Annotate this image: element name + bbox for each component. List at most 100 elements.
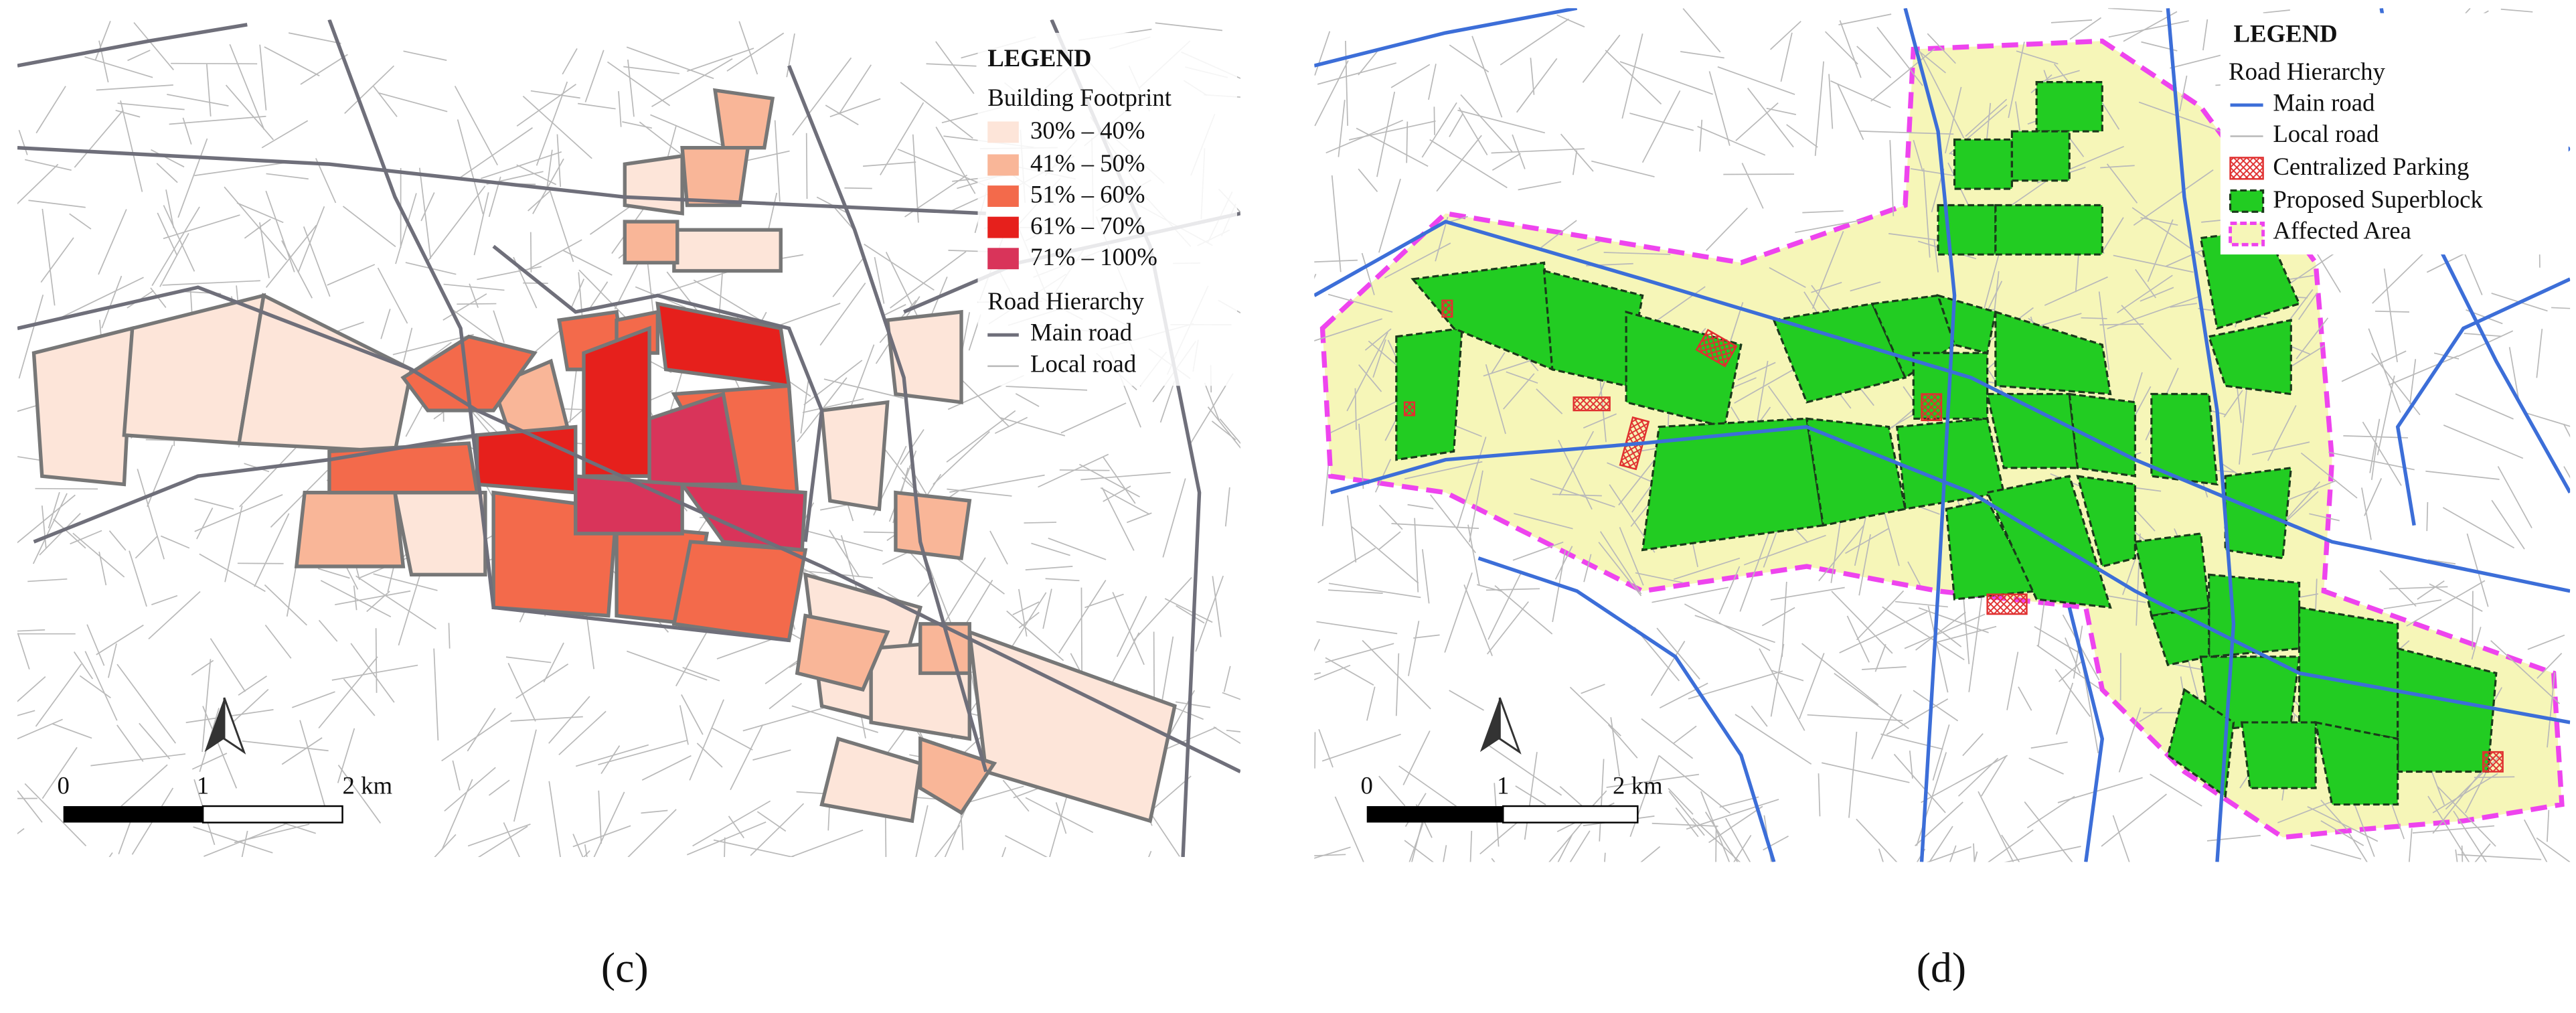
block — [819, 736, 922, 824]
local-road — [823, 378, 904, 399]
local-road — [1226, 729, 1240, 732]
local-road — [526, 239, 582, 270]
local-road — [2374, 310, 2410, 313]
local-road — [2108, 8, 2162, 12]
local-road — [2135, 268, 2156, 299]
local-road — [1913, 140, 1923, 172]
local-road — [48, 491, 60, 529]
superblock — [1395, 327, 1463, 461]
local-road — [522, 96, 592, 159]
local-road — [618, 91, 622, 127]
local-road — [1668, 787, 1694, 815]
local-road — [2508, 347, 2520, 402]
local-road — [1349, 120, 1436, 141]
scale-label: 0 — [1361, 771, 1373, 799]
local-road — [1391, 523, 1479, 530]
local-road — [331, 664, 418, 681]
local-road — [40, 237, 74, 283]
local-road — [457, 119, 484, 214]
local-road — [224, 505, 243, 582]
local-road — [2140, 287, 2174, 302]
local-road — [193, 826, 273, 854]
local-road — [1204, 382, 1220, 421]
local-road — [1376, 91, 1396, 177]
local-road — [1317, 62, 1397, 85]
local-road — [1699, 119, 1703, 152]
local-road — [2536, 329, 2543, 378]
local-road — [473, 192, 489, 256]
local-road — [96, 84, 173, 91]
local-road — [2389, 586, 2448, 590]
local-road — [2038, 313, 2082, 327]
local-road — [1413, 634, 1440, 639]
local-road — [679, 705, 689, 745]
local-road — [1100, 487, 1150, 516]
local-road — [1430, 494, 1476, 554]
local-road — [689, 699, 724, 781]
local-road — [1694, 615, 1775, 643]
superblock — [2010, 130, 2071, 182]
local-road — [2490, 640, 2561, 704]
superblock — [2150, 392, 2219, 486]
local-road — [1449, 44, 1490, 73]
local-road — [1858, 534, 1871, 596]
local-road — [18, 294, 44, 379]
superblock — [1945, 499, 2038, 601]
local-road — [863, 161, 916, 167]
main-road — [17, 146, 986, 216]
local-road — [2108, 20, 2189, 38]
local-road — [157, 212, 178, 256]
local-road — [52, 722, 92, 739]
local-road — [1049, 784, 1071, 858]
local-road — [1641, 90, 1681, 163]
local-road — [1786, 124, 1818, 148]
local-road — [1080, 587, 1082, 677]
local-road — [556, 134, 562, 187]
local-road — [444, 767, 496, 812]
block — [671, 540, 808, 643]
parking — [1441, 299, 1453, 318]
local-road — [457, 303, 497, 305]
local-road — [259, 44, 267, 110]
local-road — [1116, 596, 1147, 657]
local-road — [880, 102, 924, 175]
local-road — [1839, 611, 1928, 653]
local-road — [191, 659, 214, 676]
local-road — [317, 568, 350, 579]
legend-label: 30% – 40% — [1030, 116, 1145, 144]
local-road — [137, 469, 165, 560]
superblock — [2314, 720, 2399, 806]
block — [294, 490, 406, 568]
local-road — [944, 805, 968, 858]
local-road — [786, 33, 795, 78]
local-road — [607, 61, 671, 106]
local-road — [2050, 19, 2093, 23]
scale-label: 1 — [1497, 771, 1509, 799]
local-road — [2113, 254, 2194, 273]
local-road — [825, 104, 859, 126]
local-road — [2267, 405, 2297, 461]
local-road — [623, 66, 680, 74]
local-road — [1741, 163, 1764, 209]
block — [400, 334, 538, 412]
local-road — [696, 743, 723, 768]
local-road — [84, 56, 153, 78]
local-road — [2287, 252, 2335, 285]
local-road — [74, 109, 124, 168]
local-road — [1406, 121, 1408, 163]
local-road — [1918, 607, 1989, 633]
legend-label: Centralized Parking — [2273, 153, 2469, 180]
local-road — [1358, 364, 1382, 392]
local-road — [1641, 718, 1694, 759]
local-road — [1978, 791, 2014, 862]
local-road — [1354, 388, 1357, 431]
local-road — [2432, 773, 2498, 813]
block — [918, 622, 971, 676]
local-road — [69, 213, 92, 230]
local-road — [1486, 588, 1540, 591]
local-road — [935, 41, 975, 94]
local-road — [1846, 615, 1870, 663]
local-road — [457, 127, 533, 180]
local-road — [548, 781, 561, 858]
local-road — [2044, 276, 2108, 306]
